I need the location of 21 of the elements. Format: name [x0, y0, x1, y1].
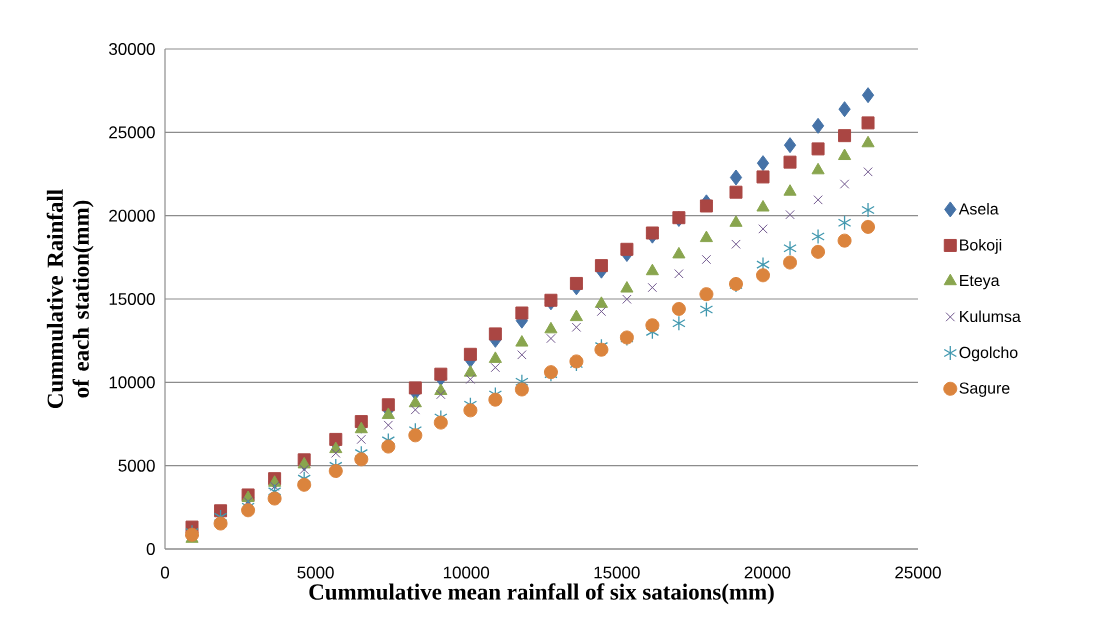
legend-label: Kulumsa	[960, 310, 1021, 323]
legend-label: Bokoji	[960, 238, 1002, 254]
y-tick-label: 25000	[109, 126, 155, 139]
legend-label: Ogolcho	[959, 346, 1018, 362]
x-axis-title: Cummulative mean rainfall of six sataions(mm)	[309, 583, 774, 605]
y-tick-label: 10000	[109, 376, 155, 389]
y-tick-label: 15000	[109, 293, 155, 305]
y-tick-label: 30000	[109, 43, 155, 55]
y-tick-label: 20000	[109, 209, 155, 222]
x-tick-label: 10000	[443, 566, 490, 579]
x-tick-label: 20000	[744, 566, 791, 579]
x-tick-label: 5000	[297, 566, 334, 579]
x-tick-label: 15000	[594, 566, 640, 579]
y-axis-title: Cummulative Rainfall of each station(mm)	[46, 189, 94, 408]
y-tick-label: 5000	[118, 459, 155, 472]
legend-label: Asela	[958, 202, 999, 215]
x-tick-label: 25000	[895, 566, 941, 579]
x-tick-label: 0	[160, 566, 170, 579]
legend-label: Sagure	[959, 382, 1010, 397]
y-tick-label: 0	[146, 543, 155, 555]
legend-label: Eteya	[960, 274, 1000, 290]
